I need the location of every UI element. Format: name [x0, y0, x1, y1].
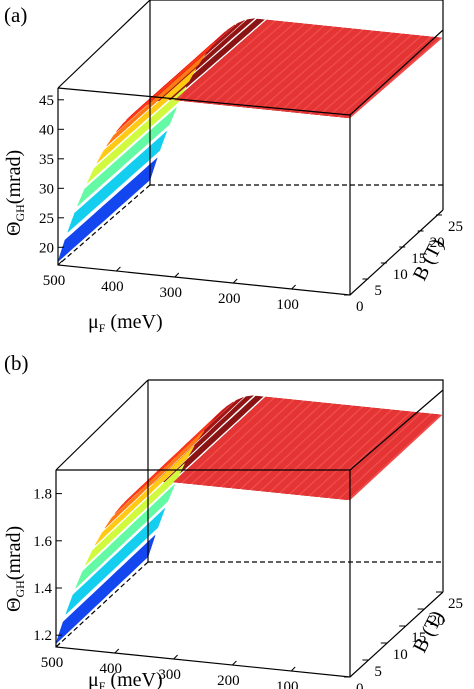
x-tick-label: 200 [217, 673, 240, 689]
x-tick-label: 300 [158, 667, 181, 683]
surface-plateau [174, 19, 443, 119]
x-tick-label: 500 [41, 655, 64, 671]
x-tick-label: 200 [218, 291, 241, 307]
y-tick-label: 5 [374, 664, 382, 680]
surface-strip [86, 86, 187, 184]
z-tick-label: 40 [39, 122, 54, 138]
x-tick-mark [114, 648, 120, 654]
x-tick-label: 300 [160, 285, 183, 301]
z-tick-label: 30 [39, 181, 54, 197]
surface-strip [114, 418, 215, 515]
y-tick-label: 20 [430, 613, 445, 629]
surface-strip [85, 463, 185, 566]
x-tick-mark [55, 642, 61, 648]
surface-strip [65, 508, 166, 615]
y-tick-label: 20 [430, 235, 445, 251]
panel-b-surface [55, 395, 443, 644]
z-tick-label: 1.4 [33, 581, 52, 597]
z-tick-label: 1.6 [33, 534, 52, 550]
panel-a-label: (a) [4, 3, 27, 27]
y-tick-label: 10 [393, 267, 408, 283]
panel-a-surface [57, 18, 443, 263]
surface-strip [106, 53, 206, 147]
surface-strip [125, 31, 226, 121]
panel-a-z-axis-label: ΘGH(mrad) [3, 150, 27, 236]
y-tick-label: 15 [411, 630, 426, 646]
panel-b: (b) 1.2 1.4 1.6 1.8 500 400 300 200 100 0 5 1015202… [3, 351, 463, 689]
surface-strip [77, 107, 177, 207]
x-tick-mark [174, 272, 180, 278]
surface-strip [96, 68, 197, 164]
surface-strip [104, 430, 205, 529]
panel-b-label: (b) [4, 351, 29, 375]
panel-b-z-axis-label: ΘGH(mrad) [3, 526, 27, 612]
surface-strip [67, 131, 167, 233]
surface-strip [116, 41, 216, 133]
x-tick-label: 400 [100, 661, 123, 677]
z-tick-label: 20 [39, 240, 54, 256]
x-tick-label: 400 [101, 279, 124, 295]
panel-a-x-axis-label: μF (meV) [88, 311, 163, 335]
x-tick-mark [291, 284, 296, 290]
x-tick-mark [232, 660, 237, 666]
x-tick-label: 500 [43, 273, 66, 289]
x-tick-mark [116, 266, 121, 272]
x-tick-mark [290, 666, 296, 672]
x-tick-label: 100 [276, 679, 299, 689]
y-tick-label: 25 [448, 219, 463, 235]
surface-strip [75, 484, 175, 589]
z-tick-label: 45 [39, 93, 54, 109]
z-tick-label: 1.8 [33, 487, 52, 503]
panel-b-box [55, 379, 444, 678]
z-tick-label: 25 [39, 211, 54, 227]
x-tick-mark [57, 260, 63, 266]
y-tick-label: 25 [448, 596, 463, 612]
surface-strip [57, 157, 158, 263]
x-tick-mark [173, 654, 178, 660]
x-tick-mark [232, 278, 238, 284]
panel-b-x-axis-label: μF (meV) [88, 669, 163, 689]
z-tick-label: 1.2 [33, 628, 52, 644]
y-tick-label: 0 [356, 299, 364, 315]
panel-a-box [57, 0, 444, 296]
surface-plateau [173, 396, 443, 501]
surface-strip [55, 535, 156, 644]
y-tick-label: 5 [374, 283, 382, 299]
z-tick-label: 35 [39, 152, 54, 168]
y-tick-label: 10 [393, 647, 408, 663]
y-tick-label: 0 [356, 681, 364, 689]
x-tick-label: 100 [276, 297, 299, 313]
y-tick-label: 15 [411, 251, 426, 267]
